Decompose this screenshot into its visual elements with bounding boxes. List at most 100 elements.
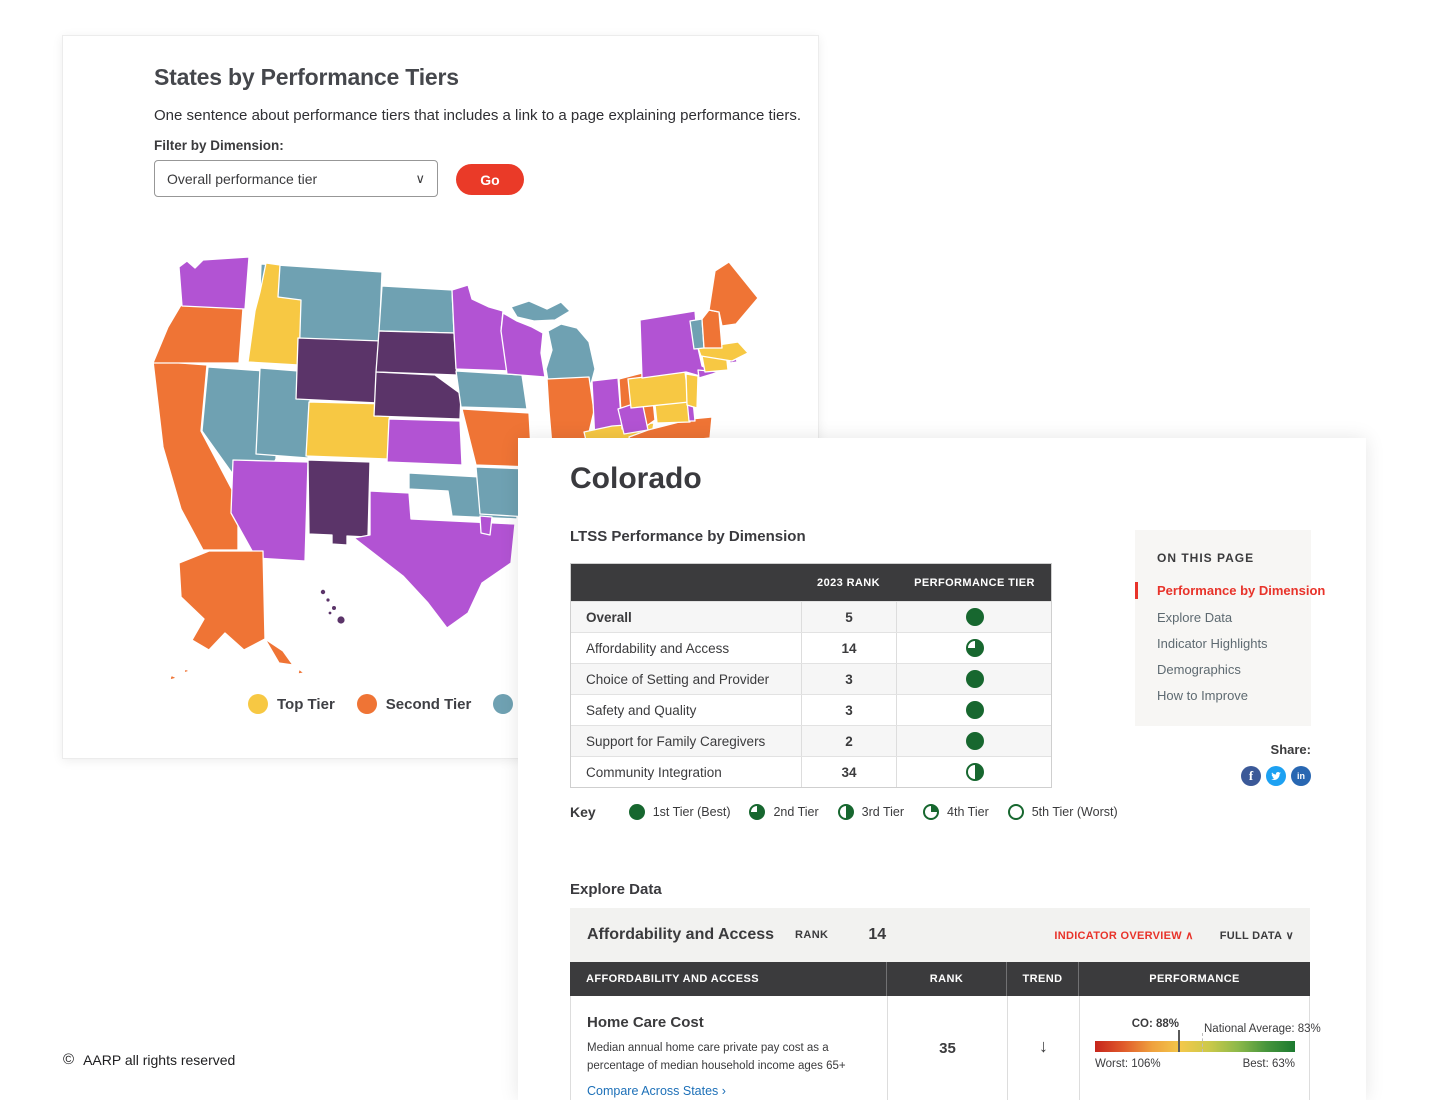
tier-3-icon bbox=[837, 804, 854, 820]
full-data-toggle[interactable]: FULL DATA ∨ bbox=[1219, 929, 1294, 942]
state-ne[interactable] bbox=[373, 371, 462, 420]
worst-label: Worst: 106% bbox=[1095, 1058, 1161, 1070]
state-me[interactable] bbox=[708, 261, 759, 327]
state-az[interactable] bbox=[230, 459, 309, 562]
key-item-5th-tier: 5th Tier (Worst) bbox=[1007, 804, 1118, 820]
indicator-table-header: AFFORDABILITY AND ACCESS RANK TREND PERF… bbox=[570, 962, 1310, 996]
state-nm[interactable] bbox=[307, 459, 371, 546]
key-item-2nd-tier: 2nd Tier bbox=[749, 804, 819, 820]
tier-5-icon bbox=[1007, 804, 1024, 820]
state-la[interactable] bbox=[479, 515, 493, 536]
performance-gradient-bar bbox=[1095, 1041, 1295, 1052]
state-ak-panhandle[interactable] bbox=[264, 638, 294, 666]
tier-4-icon bbox=[923, 804, 940, 820]
go-button[interactable]: Go bbox=[456, 164, 524, 195]
tier-1-icon bbox=[966, 732, 984, 750]
tier-1-icon bbox=[966, 701, 984, 719]
best-label: Best: 63% bbox=[1242, 1058, 1295, 1070]
table-row: Safety and Quality 3 bbox=[571, 694, 1051, 725]
table-row: Community Integration 34 bbox=[571, 756, 1051, 787]
table-row: Choice of Setting and Provider 3 bbox=[571, 663, 1051, 694]
indicator-name: Home Care Cost bbox=[587, 1014, 704, 1031]
map-card-title: States by Performance Tiers bbox=[154, 64, 459, 90]
state-wy[interactable] bbox=[295, 337, 383, 404]
state-wa[interactable] bbox=[178, 256, 250, 310]
col-affordability-and-access: AFFORDABILITY AND ACCESS bbox=[586, 973, 759, 985]
rank-cell: 35 bbox=[887, 996, 1007, 1100]
state-nh[interactable] bbox=[701, 309, 723, 349]
tier-key: Key 1st Tier (Best) 2nd Tier 3rd Tier 4t… bbox=[570, 804, 1118, 820]
dimension-section-heading: LTSS Performance by Dimension bbox=[570, 528, 806, 545]
facebook-icon[interactable]: f bbox=[1241, 766, 1261, 786]
key-item-3rd-tier: 3rd Tier bbox=[837, 804, 904, 820]
col-rank: RANK bbox=[886, 962, 1006, 996]
rank-label: RANK bbox=[795, 929, 829, 941]
performance-cell: CO: 88% National Average: 83% Worst: 106… bbox=[1079, 996, 1321, 1100]
indicator-cell: Home Care Cost Median annual home care p… bbox=[571, 996, 887, 1100]
chevron-up-icon: ∧ bbox=[1185, 929, 1194, 942]
tier-3-icon bbox=[966, 763, 984, 781]
indicator-group-title: Affordability and Access bbox=[587, 926, 775, 943]
twitter-icon[interactable] bbox=[1266, 766, 1286, 786]
tier-2-icon bbox=[966, 639, 984, 657]
state-ca[interactable] bbox=[152, 360, 239, 551]
nav-performance-by-dimension[interactable]: Performance by Dimension bbox=[1157, 583, 1326, 598]
us-performance-map bbox=[152, 256, 759, 681]
state-wi[interactable] bbox=[500, 312, 546, 378]
state-id[interactable] bbox=[247, 262, 302, 366]
state-pa[interactable] bbox=[627, 371, 690, 409]
nav-how-to-improve[interactable]: How to Improve bbox=[1157, 688, 1249, 703]
state-mi-upper[interactable] bbox=[510, 300, 571, 322]
state-ak-islands[interactable] bbox=[169, 668, 305, 681]
tier-1-icon bbox=[628, 804, 645, 820]
states-by-tiers-card: States by Performance Tiers One sentence… bbox=[62, 35, 819, 759]
on-this-page-panel: ON THIS PAGE Performance by Dimension Ex… bbox=[1135, 530, 1325, 726]
tier-1-icon bbox=[966, 670, 984, 688]
state-marker bbox=[1178, 1030, 1180, 1052]
table-row: Overall 5 bbox=[571, 601, 1051, 632]
table-row: Affordability and Access 14 bbox=[571, 632, 1051, 663]
dimension-dropdown-value: Overall performance tier bbox=[167, 170, 318, 187]
copyright: © AARP all rights reserved bbox=[63, 1051, 236, 1068]
indicator-overview-toggle[interactable]: INDICATOR OVERVIEW ∧ bbox=[1054, 929, 1194, 942]
legend-item-top-tier: Top Tier bbox=[248, 694, 335, 714]
col-trend: TREND bbox=[1006, 962, 1078, 996]
state-ks[interactable] bbox=[386, 418, 463, 466]
indicator-group-header: Affordability and Access RANK 14 INDICAT… bbox=[570, 908, 1310, 962]
state-hi[interactable] bbox=[320, 589, 345, 624]
explore-data-heading: Explore Data bbox=[570, 881, 662, 898]
chevron-down-icon: ∨ bbox=[1285, 929, 1294, 942]
colorado-detail-card: Colorado LTSS Performance by Dimension 2… bbox=[518, 438, 1366, 1100]
indicator-row-home-care-cost: Home Care Cost Median annual home care p… bbox=[570, 996, 1321, 1100]
dimension-table: 2023 RANK PERFORMANCE TIER Overall 5 Aff… bbox=[570, 563, 1052, 788]
share-label: Share: bbox=[1270, 742, 1311, 757]
state-nd[interactable] bbox=[378, 285, 455, 334]
rank-value: 14 bbox=[868, 926, 887, 943]
compare-across-states-link[interactable]: Compare Across States › bbox=[587, 1084, 726, 1098]
linkedin-icon[interactable]: in bbox=[1291, 766, 1311, 786]
state-tx[interactable] bbox=[353, 490, 516, 629]
key-item-1st-tier: 1st Tier (Best) bbox=[628, 804, 730, 820]
tier-2-icon bbox=[749, 804, 766, 820]
nav-explore-data[interactable]: Explore Data bbox=[1157, 610, 1233, 625]
col-performance: PERFORMANCE bbox=[1078, 962, 1310, 996]
trend-cell: ↓ bbox=[1007, 996, 1079, 1100]
state-ia[interactable] bbox=[455, 370, 528, 410]
nav-indicator-highlights[interactable]: Indicator Highlights bbox=[1157, 636, 1268, 651]
dimension-dropdown[interactable]: Overall performance tier ∨ bbox=[154, 160, 438, 197]
trend-down-icon: ↓ bbox=[1039, 1036, 1048, 1056]
performance-gauge: CO: 88% National Average: 83% Worst: 106… bbox=[1092, 996, 1321, 1100]
state-or[interactable] bbox=[152, 304, 244, 364]
nav-demographics[interactable]: Demographics bbox=[1157, 662, 1241, 677]
filter-by-dimension-label: Filter by Dimension: bbox=[154, 138, 284, 153]
state-ak[interactable] bbox=[178, 550, 266, 651]
state-nj[interactable] bbox=[685, 373, 699, 409]
state-sd[interactable] bbox=[375, 330, 458, 376]
col-2023-rank: 2023 RANK bbox=[817, 576, 880, 589]
key-label: Key bbox=[570, 804, 596, 820]
top-tier-dot bbox=[248, 694, 268, 714]
chevron-down-icon: ∨ bbox=[415, 170, 425, 186]
on-this-page-heading: ON THIS PAGE bbox=[1157, 551, 1255, 565]
key-item-4th-tier: 4th Tier bbox=[923, 804, 989, 820]
map-card-subtitle: One sentence about performance tiers tha… bbox=[154, 107, 802, 124]
